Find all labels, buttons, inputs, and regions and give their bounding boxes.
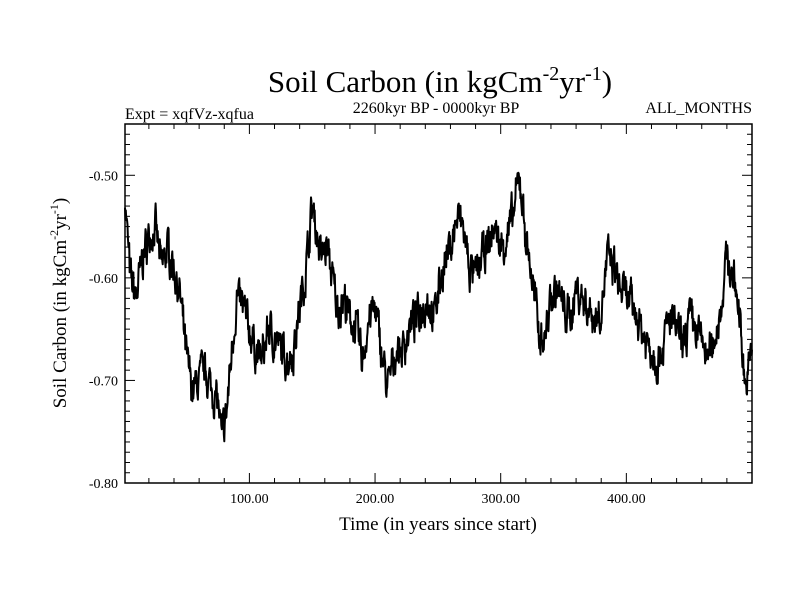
x-tick-label: 300.00	[481, 492, 520, 507]
subtitle-period: 2260kyr BP - 0000kyr BP	[353, 100, 520, 117]
x-tick-label: 400.00	[607, 492, 646, 507]
plot-frame	[124, 123, 753, 484]
y-tick-label: -0.50	[89, 169, 118, 184]
tick-label-group: 100.00 200.00 300.00 400.00 -0.50 -0.60 -0.70 -…	[89, 169, 646, 507]
y-tick-label: -0.60	[89, 272, 118, 287]
x-axis-label: Time (in years since start)	[339, 514, 537, 535]
x-tick-label: 100.00	[230, 492, 269, 507]
x-tick-label: 200.00	[356, 492, 395, 507]
y-axis-label: Soil Carbon (in kgCm-2yr-1)	[47, 198, 71, 409]
subtitle-experiment: Expt = xqfVz-xqfua	[125, 106, 254, 123]
series-line-soil-carbon	[124, 171, 753, 443]
y-tick-label: -0.80	[89, 477, 118, 492]
y-tick-label: -0.70	[89, 374, 118, 389]
chart-title: Soil Carbon (in kgCm-2yr-1)	[268, 63, 612, 99]
subtitle-months: ALL_MONTHS	[645, 100, 752, 117]
